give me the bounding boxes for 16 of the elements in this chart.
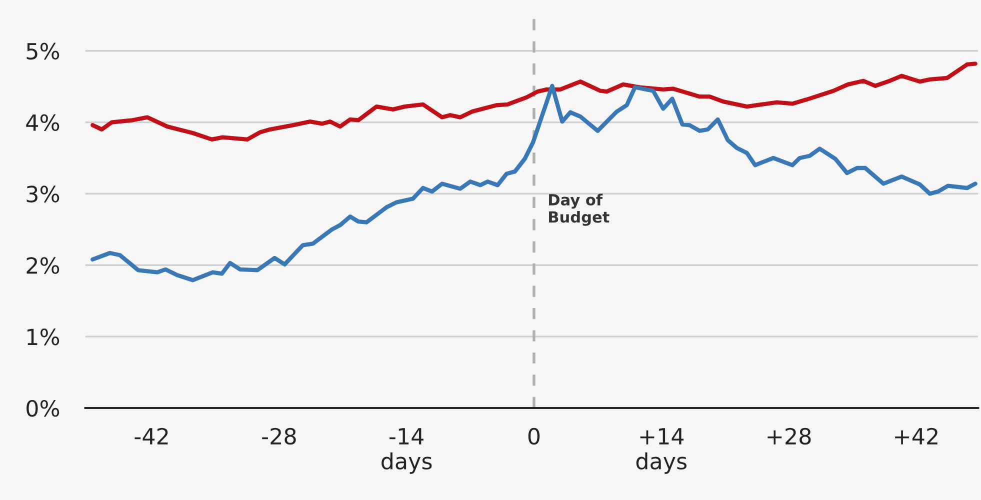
y-tick-label: 0% (26, 400, 60, 417)
x-tick-label: -28 (262, 428, 296, 445)
x-tick-label: +42 (895, 428, 938, 444)
x-tick-label: +28 (768, 428, 811, 445)
line-series (90, 62, 978, 142)
x-tick-label: -14 days (382, 428, 432, 474)
y-tick-label: 2% (26, 257, 60, 274)
x-tick-label: -42 (134, 428, 168, 444)
x-tick-label: +14 days (636, 428, 687, 474)
y-tick-label: 4% (26, 114, 60, 132)
y-tick-label: 5% (26, 42, 60, 60)
y-tick-label: 1% (28, 328, 60, 346)
line-series (90, 84, 978, 282)
x-tick-label: 0 (528, 428, 540, 445)
y-tick-label: 3% (26, 186, 60, 202)
ref-line-label: Day of Budget (549, 194, 610, 226)
